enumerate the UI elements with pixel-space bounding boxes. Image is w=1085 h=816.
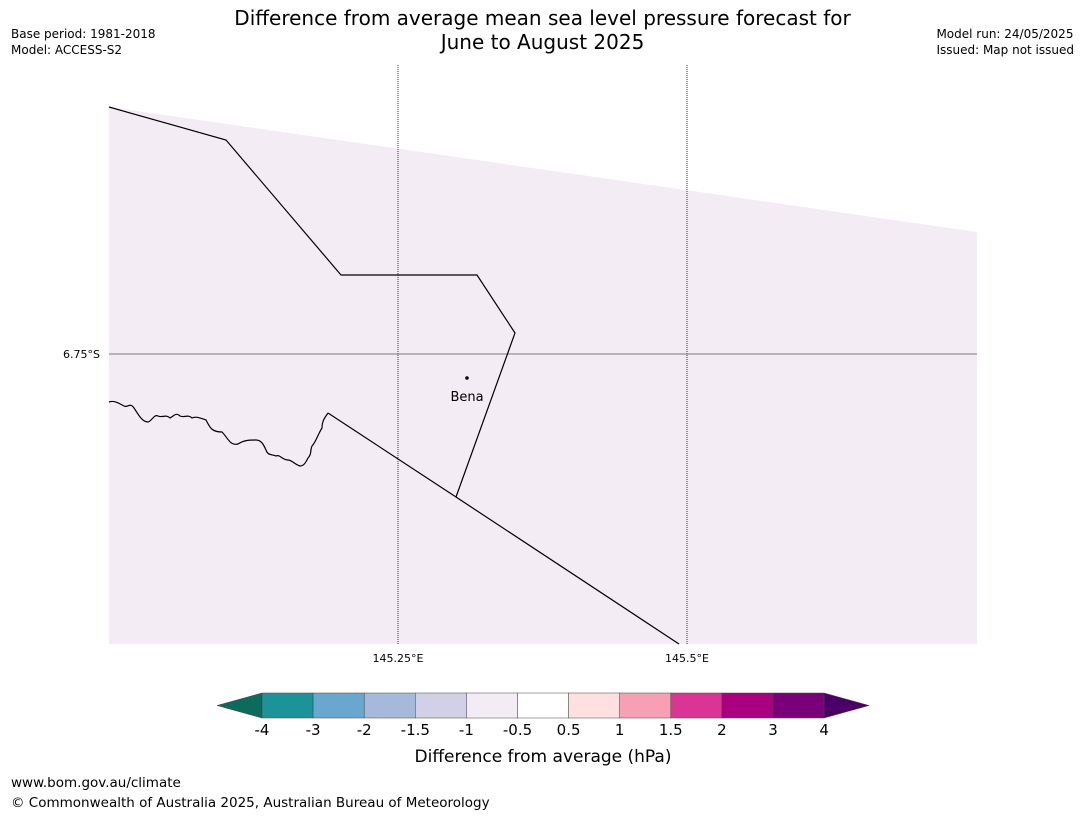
colorbar-band [261,692,314,719]
colorbar-tick-labels: -4 -3 -2 -1.5 -1 -0.5 0.5 1 1.5 2 3 4 [255,721,829,739]
title-line-1: Difference from average mean sea level p… [234,6,851,30]
colorbar-band [517,692,569,719]
forecast-shading [109,107,977,644]
place-marker-bena [465,376,469,380]
copyright-text: © Commonwealth of Australia 2025, Austra… [11,795,490,811]
colorbar-tick-label: 1 [615,721,625,739]
base-period: Base period: 1981-2018 [11,27,156,41]
colorbar-tick-label: 1.5 [659,721,683,739]
colorbar-band [619,692,672,719]
colorbar-tick-label: 0.5 [557,721,581,739]
colorbar-tick-label: -1.5 [401,721,430,739]
colorbar-tick-label: -3 [306,721,321,739]
lon-label-145-5: 145.5°E [665,652,709,665]
colorbar-bands [216,692,871,719]
colorbar-band [363,692,416,719]
metadata-left: Base period: 1981-2018 Model: ACCESS-S2 [11,26,156,58]
colorbar-band [721,692,774,719]
colorbar-band [772,692,825,719]
colorbar-tick-label: -2 [357,721,372,739]
colorbar-tick-label: 4 [819,721,829,739]
place-label-bena: Bena [450,390,483,405]
province-boundary-south [327,412,680,645]
title-line-2: June to August 2025 [440,30,645,54]
lon-label-145-25: 145.25°E [373,652,424,665]
colorbar-band [415,692,467,719]
model-name: Model: ACCESS-S2 [11,43,123,57]
colorbar-band [466,692,518,719]
lat-label: 6.75°S [63,348,100,361]
colorbar-band [670,692,723,719]
river-boundary [108,400,329,467]
colorbar-label: Difference from average (hPa) [415,747,672,767]
colorbar-tick-label: 2 [717,721,727,739]
map-panel: Bena 6.75°S 145.25°E 145.5°E [63,65,977,665]
province-boundary-north [108,106,516,498]
colorbar-band [312,692,365,719]
website-text: www.bom.gov.au/climate [11,775,181,791]
map-title: Difference from average mean sea level p… [0,6,1085,54]
colorbar-band [568,692,620,719]
colorbar-tick-label: 3 [768,721,778,739]
colorbar-tick-label: -1 [459,721,474,739]
colorbar-extend-low [216,692,263,719]
issued-status: Issued: Map not issued [936,43,1074,57]
colorbar-tick-label: -0.5 [503,721,532,739]
colorbar-extend-high [823,692,871,719]
footer: www.bom.gov.au/climate © Commonwealth of… [11,773,490,813]
model-run: Model run: 24/05/2025 [936,27,1074,41]
colorbar-tick-label: -4 [255,721,270,739]
metadata-right: Model run: 24/05/2025 Issued: Map not is… [936,26,1074,58]
